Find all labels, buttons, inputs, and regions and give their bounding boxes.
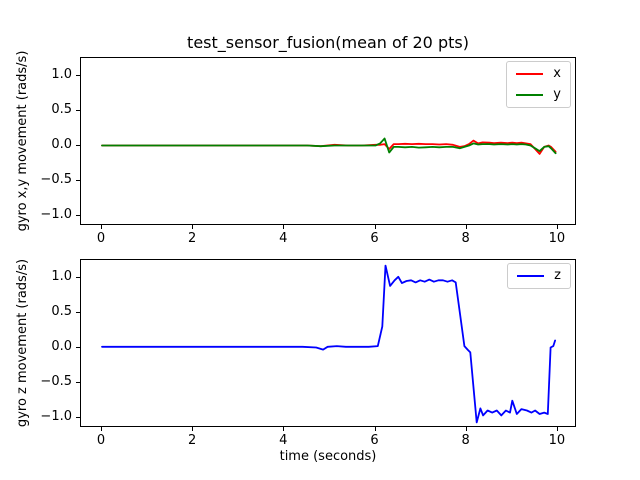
x-tick-label: 4 xyxy=(279,433,288,448)
y-tick-mark xyxy=(76,74,80,76)
x-tick-label: 2 xyxy=(187,231,197,246)
y-tick-label: 0.0 xyxy=(51,338,72,354)
plot-area-bottom xyxy=(80,259,576,427)
x-tick-mark xyxy=(283,225,285,229)
y-tick-label: 1.0 xyxy=(51,66,72,82)
x-tick-mark xyxy=(374,225,376,229)
legend-entry-y: y xyxy=(516,88,561,102)
subplot-bottom: z 0 2 4 6 8 10 1.0 0.5 0.0 −0.5 −1.0 xyxy=(40,259,576,448)
y-tick-label: −1.0 xyxy=(40,408,72,424)
x-tick-label: 4 xyxy=(279,231,288,246)
x-tick-mark xyxy=(101,225,102,229)
y-tick-mark xyxy=(76,381,80,383)
legend-top: x y xyxy=(506,61,571,108)
y-axis-label-bottom: gyro z movement (rads/s) xyxy=(15,258,30,428)
y-tick-mark xyxy=(76,311,80,313)
legend-line-x-swatch xyxy=(516,73,544,75)
series-z-line xyxy=(101,264,557,424)
y-axis-label-top: gyro x,y movement (rads/s) xyxy=(15,50,30,232)
y-tick-mark xyxy=(76,214,80,216)
series-canvas xyxy=(101,137,557,155)
y-tick-label: −0.5 xyxy=(40,373,72,389)
legend-line-z-swatch xyxy=(517,275,545,277)
x-tick-label: 10 xyxy=(548,433,566,448)
y-tick-mark xyxy=(76,179,80,181)
legend-entry-x: x xyxy=(516,67,561,81)
x-tick-label: 8 xyxy=(461,433,470,448)
y-tick-label: 0.5 xyxy=(51,303,72,319)
legend-bottom: z xyxy=(507,263,571,289)
legend-entry-z: z xyxy=(517,269,561,283)
y-tick-mark xyxy=(76,276,80,278)
x-tick-label: 6 xyxy=(370,433,379,448)
series-y-line xyxy=(101,137,557,155)
x-tick-mark xyxy=(374,427,376,431)
x-tick-label: 10 xyxy=(548,231,566,246)
x-axis-label: time (seconds) xyxy=(279,449,377,464)
x-tick-label: 0 xyxy=(96,433,106,448)
legend-label-x: x xyxy=(553,66,561,81)
x-tick-mark xyxy=(283,427,285,431)
x-tick-mark xyxy=(556,427,558,431)
legend-label-y: y xyxy=(553,87,561,102)
legend-label-z: z xyxy=(554,268,561,283)
y-tick-mark xyxy=(76,144,80,146)
y-tick-mark xyxy=(76,109,80,111)
chart-title: test_sensor_fusion(mean of 20 pts) xyxy=(187,33,469,52)
x-tick-label: 8 xyxy=(461,231,470,246)
x-tick-label: 2 xyxy=(187,433,197,448)
y-tick-label: −0.5 xyxy=(40,171,72,187)
plot-area-top xyxy=(80,57,576,225)
x-tick-mark xyxy=(465,427,467,431)
y-tick-mark xyxy=(76,346,80,348)
series-x-line xyxy=(101,139,557,155)
x-tick-label: 0 xyxy=(96,231,106,246)
y-tick-mark xyxy=(76,416,80,418)
subplot-top: x y 0 2 4 6 8 10 1.0 0.5 0.0 −0.5 −1.0 xyxy=(40,57,576,246)
x-tick-mark xyxy=(101,427,102,431)
y-tick-label: 0.0 xyxy=(51,136,72,152)
x-tick-mark xyxy=(192,225,194,229)
y-tick-label: −1.0 xyxy=(40,206,72,222)
x-tick-mark xyxy=(556,225,558,229)
series-canvas xyxy=(101,264,557,424)
x-tick-mark xyxy=(465,225,467,229)
x-tick-mark xyxy=(192,427,194,431)
y-tick-label: 0.5 xyxy=(51,101,72,117)
x-tick-label: 6 xyxy=(370,231,379,246)
y-tick-label: 1.0 xyxy=(51,268,72,284)
legend-line-y-swatch xyxy=(516,94,544,96)
